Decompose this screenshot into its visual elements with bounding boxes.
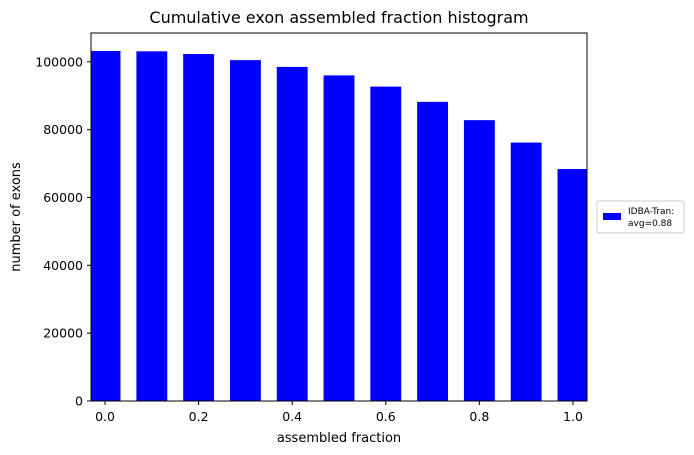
bar-4 [276,66,308,401]
legend: IDBA-Tran: avg=0.88 [596,200,685,234]
legend-frame [596,200,685,234]
bar-5 [323,75,355,401]
x-tick-label: 0.2 [189,409,209,424]
x-tick-label: 0.8 [469,409,489,424]
x-tick-label: 1.0 [563,409,583,424]
legend-swatch [603,213,621,220]
bar-7 [417,101,449,401]
y-tick-label: 0 [75,394,83,409]
x-axis-ticks: 0.0 0.2 0.4 0.6 0.8 1.0 [95,401,583,424]
chart-title: Cumulative exon assembled fraction histo… [149,8,528,27]
y-tick-label: 20000 [43,326,83,341]
bar-9 [510,142,542,401]
y-axis-ticks: 0 20000 40000 60000 80000 100000 [35,54,91,409]
x-tick-label: 0.0 [95,409,115,424]
legend-label-line-1: IDBA-Tran: [628,207,674,217]
bar-10 [557,169,587,401]
bar-2 [183,54,215,401]
x-tick-label: 0.4 [282,409,302,424]
y-tick-label: 60000 [43,190,83,205]
y-tick-label: 80000 [43,122,83,137]
bar-6 [370,86,402,401]
legend-label-line-2: avg=0.88 [628,219,672,229]
y-tick-label: 100000 [35,54,83,69]
bars-group [91,50,587,401]
x-axis-label: assembled fraction [277,431,401,446]
y-axis-label: number of exons [9,162,24,272]
x-tick-label: 0.6 [376,409,396,424]
y-tick-label: 40000 [43,258,83,273]
bar-0 [91,50,121,401]
bar-8 [463,120,495,401]
bar-3 [229,60,261,401]
bar-1 [136,51,168,401]
plot-frame [90,32,588,402]
